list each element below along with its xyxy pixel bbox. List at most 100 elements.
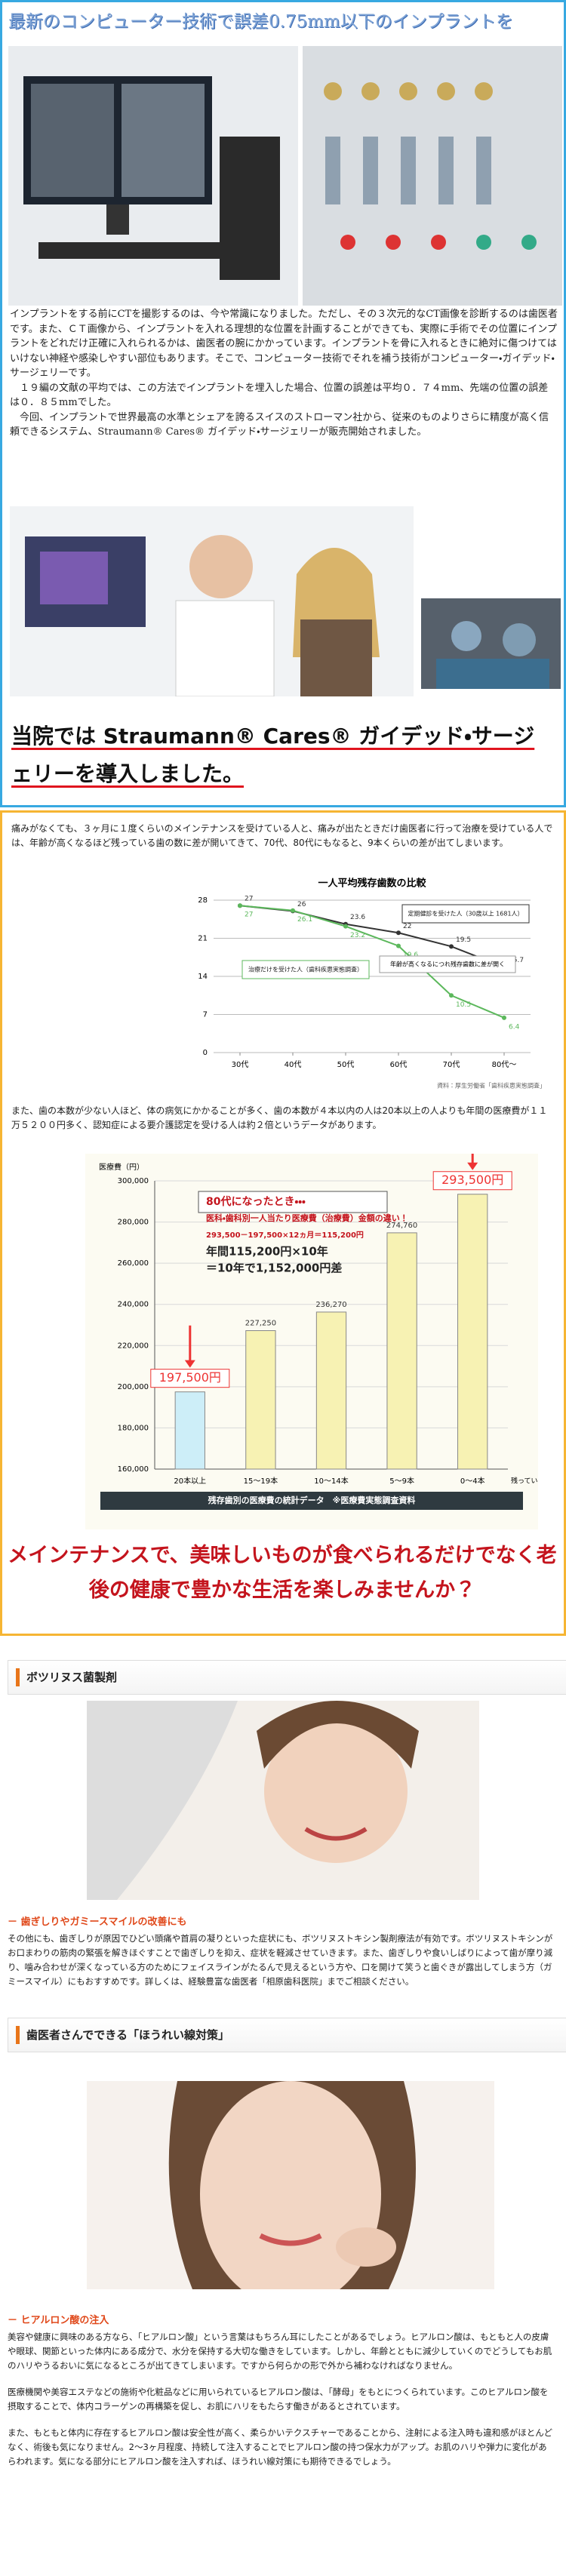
section-heading: メインテナンスで、美味しいものが食べられるだけでなく老後の健康で豊かな生活を楽し… [8,1544,557,1602]
y-tick-label: 0 [203,1049,208,1057]
x-tick-label: 5〜9本 [389,1476,414,1486]
data-point [449,993,454,998]
implant-section: 最新のコンピューター技術で誤差0.75mm以下のインプラントを インプラントをす… [0,0,566,807]
data-point [396,930,401,936]
photo-ct-computer [8,46,298,306]
value-label-box [150,1369,230,1388]
value-label: 274,760 [386,1222,417,1230]
x-tick-label: 60代 [390,1060,408,1069]
photo-woman-smile [87,1701,479,1900]
x-tick-label: 0〜4本 [460,1476,485,1486]
intro-text: インプラントをする前にCTを撮影するのは、今や常識になりました。ただし、その３次… [10,307,558,440]
y-tick-label: 21 [198,935,208,943]
value-label-box [432,1171,512,1191]
section-title: 最新のコンピューター技術で誤差0.75mm以下のインプラントを [8,12,514,32]
section-heading: 当院では Straumann® Cares® ガイデッド・サージェリーを導入しま… [11,724,535,786]
paragraph: 痛みがなくても、３ヶ月に１度くらいのメインテナンスを受けている人と、痛みが出たと… [11,823,553,848]
footer-band [100,1492,523,1510]
paragraph: 今回、インプラントで世界最高の水準とシェアを誇るスイスのストローマン社から、従来… [10,411,549,438]
paragraph: １９編の文献の平均では、この方法でインプラントを埋入した場合、位置の誤差は平均０… [10,382,549,409]
photo-implant-kit [303,46,562,306]
y-tick-label: 260,000 [118,1259,149,1268]
section-heading: 歯医者さんでできる「ほうれい線対策」 [8,2018,566,2052]
bar [386,1232,417,1470]
x-tick-label: 50代 [337,1060,355,1069]
series-line [239,905,505,1019]
x-tick-label: 40代 [285,1060,302,1069]
bar [245,1330,276,1470]
photo-doctor-patient [10,506,414,696]
value-label: 197,500円 [159,1370,221,1385]
data-label: 27 [245,896,253,903]
data-point [502,1015,506,1020]
data-point [291,908,295,913]
y-tick-label: 180,000 [118,1424,149,1432]
data-label: 19.5 [456,936,471,944]
data-label: 26 [297,901,306,908]
data-label: 10.5 [456,1001,471,1009]
x-tick-label: 30代 [232,1060,249,1069]
annotation-line: ＝10年で1,152,000円差 [206,1262,342,1275]
chart-title: 一人平均残存歯数の比較 [318,878,426,890]
paragraph: 医療機関や美容エステなどの施術や化粧品などに用いられているヒアルロン酸は、「酵母… [8,2387,549,2412]
pointer-arrow-head [467,1162,478,1170]
data-label: 22 [403,923,411,930]
source: 資料：厚生労働省「歯科疾患実態調査」 [437,1082,546,1090]
x-tick-label: 70代 [443,1060,460,1069]
paragraph: その他にも、歯ぎしりが原因でひどい頭痛や首肩の凝りといった症状にも、ボツリヌスト… [8,1933,553,1987]
subheading: － ヒアルロン酸の注入 [8,2315,109,2326]
y-tick-label: 28 [198,896,208,905]
y-tick-label: 240,000 [118,1301,149,1309]
y-axis-label: 医療費（円） [99,1162,144,1172]
bar [457,1194,488,1470]
data-label: 23.6 [350,914,365,921]
bar-chart: 医療費（円） 160,000 180,000 200,000 220,000 240,00… [85,1154,538,1529]
data-point [396,943,401,948]
annotation: 年齢が高くなるにつれ残存歯数に差が開く [390,961,505,968]
subheading: － 歯ぎしりやガミースマイルの改善にも [8,1917,187,1928]
paragraph: また、歯の本数が少ない人ほど、体の病気にかかることが多く、歯の本数が４本以内の人… [11,1105,548,1130]
data-label: 6.4 [509,1023,520,1031]
photo-woman-face [87,2081,494,2289]
x-tick-label: 10〜14本 [314,1476,348,1486]
annotation-line: 医科・歯科別一人当たり医療費（治療費）金額の違い！ [206,1213,408,1223]
y-tick-label: 220,000 [118,1342,149,1350]
legend-label: 治療だけを受けた人（歯科疾患実態調査） [248,966,363,973]
body-text: 美容や健康に興味のある方なら、「ヒアルロン酸」という言葉はもちろん耳にしたことが… [8,2330,555,2481]
x-tick-label: 80代～ [492,1060,517,1069]
annotation-line: 80代になったとき・・・ [206,1195,306,1208]
section-heading: ボツリヌス菌製剤 [8,1660,566,1695]
pointer-arrow-head [184,1360,195,1368]
bar [315,1311,347,1470]
data-label: 23.2 [350,932,365,939]
photo-surgery [421,598,561,689]
y-tick-label: 14 [198,973,208,981]
body-text: その他にも、歯ぎしりが原因でひどい頭痛や首肩の凝りといった症状にも、ボツリヌスト… [8,1932,555,2001]
annotation-box [198,1191,388,1213]
data-label: 19.6 [403,951,418,959]
bar [174,1391,205,1470]
annotation-box [379,955,516,973]
y-tick-label: 280,000 [118,1219,149,1227]
x-tick-label: 20本以上 [174,1476,206,1486]
footer: 残存歯別の医療費の統計データ ※医療費実態調査資料 [208,1495,416,1505]
maintenance-section: 痛みがなくても、３ヶ月に１度くらいのメインテナンスを受けている人と、痛みが出たと… [0,810,566,1636]
data-label: 15.7 [509,957,524,964]
legend-label: 定期健診を受けた人（30歳以上 1681人） [408,910,523,918]
data-point [238,903,242,908]
value-label: 293,500円 [441,1173,503,1187]
legend-box [401,904,530,924]
paragraph: 美容や健康に興味のある方なら、「ヒアルロン酸」という言葉はもちろん耳にしたことが… [8,2332,552,2371]
x-axis-label: 残っている歯の本数 [511,1477,538,1486]
paragraph: インプラントをする前にCTを撮影するのは、今や常識になりました。ただし、その３次… [10,309,558,379]
annotation-line: 293,500－197,500×12ヵ月＝115,200円 [206,1231,364,1240]
aesthetic-section: ボツリヌス菌製剤 － 歯ぎしりやガミースマイルの改善にも その他にも、歯ぎしりが… [0,1652,566,2576]
paragraph: また、もともと体内に存在するヒアルロン酸は安全性が高く、柔らかいテクスチャーであ… [8,2427,552,2467]
data-label: 27 [245,911,253,919]
data-point [343,924,348,929]
data-label: 26.1 [297,916,312,924]
y-tick-label: 300,000 [118,1177,149,1185]
line-chart: 一人平均残存歯数の比較 0 7 14 21 28 30代 40代 50代 60代 70代 80代～ 27… [176,871,553,1098]
legend-box [241,960,370,979]
data-point [449,944,454,949]
